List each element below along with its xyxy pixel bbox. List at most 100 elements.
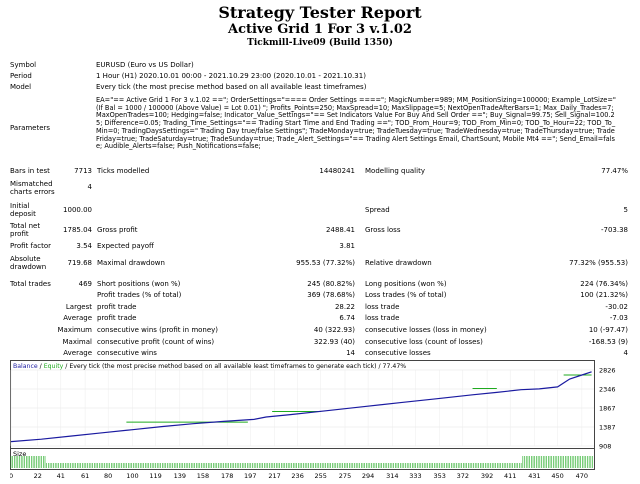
size-frame (10, 448, 595, 470)
x-tick-label: 392 (481, 472, 493, 480)
long-value: 224 (76.34%) (580, 280, 628, 288)
maximal-profit-value: 322.93 (40) (313, 338, 355, 346)
x-tick-label: 41 (57, 472, 65, 480)
bars-value: 7713 (74, 167, 92, 175)
losstrades-value: 100 (21.32%) (580, 291, 628, 299)
largest-loss-value: -30.02 (605, 303, 628, 311)
grossprofit-label: Gross profit (97, 226, 138, 234)
legend-description: / Every tick (the most precise method ba… (63, 363, 406, 370)
average-label: Average (63, 314, 92, 322)
avg-consec-wins-value: 14 (346, 349, 355, 357)
report-title: Strategy Tester Report (218, 3, 422, 22)
x-tick-label: 158 (197, 472, 209, 480)
deposit-label: Initial deposit (10, 202, 36, 218)
grossloss-label: Gross loss (365, 226, 401, 234)
spread-value: 5 (623, 206, 628, 214)
symbol-value: EURUSD (Euro vs US Dollar) (96, 61, 194, 69)
reldd-label: Relative drawdown (365, 259, 432, 267)
x-tick-label: 431 (528, 472, 540, 480)
average-loss-value: -7.03 (609, 314, 628, 322)
largest-profit-label: profit trade (97, 303, 137, 311)
size-label: Size (13, 450, 26, 458)
x-tick-label: 236 (291, 472, 303, 480)
legend-balance: Balance (13, 363, 38, 370)
quality-value: 77.47% (601, 167, 628, 175)
x-tick-label: 119 (149, 472, 161, 480)
long-label: Long positions (won %) (365, 280, 447, 288)
maximum-label: Maximum (57, 326, 93, 334)
spread-label: Spread (365, 206, 390, 214)
proftrades-value: 369 (78.68%) (307, 291, 355, 299)
average-profit-label: profit trade (97, 314, 137, 322)
maximal-loss-label: consecutive loss (count of losses) (365, 338, 483, 346)
chart-legend: Balance / Equity / Every tick (the most … (13, 363, 406, 370)
absdd-value: 719.68 (67, 259, 93, 267)
x-tick-label: 197 (244, 472, 256, 480)
reldd-value: 77.32% (955.53) (569, 259, 628, 267)
maximum-wins-label: consecutive wins (profit in money) (97, 326, 219, 334)
payoff-label: Expected payoff (97, 242, 154, 250)
maximal-label: Maximal (62, 338, 92, 346)
x-tick-label: 61 (81, 472, 89, 480)
maximum-wins-value: 40 (322.93) (313, 326, 355, 334)
pf-value: 3.54 (76, 242, 92, 250)
period-label: Period (10, 72, 32, 80)
payoff-value: 3.81 (339, 242, 355, 250)
x-tick-label: 450 (551, 472, 563, 480)
mismatch-value: 4 (87, 183, 92, 191)
y-tick-label: 1867 (599, 405, 616, 413)
quality-label: Modelling quality (365, 167, 425, 175)
balance-series-line (10, 371, 592, 443)
model-value: Every tick (the most precise method base… (96, 83, 367, 91)
bars-label: Bars in test (10, 167, 50, 175)
ticks-value: 14480241 (319, 167, 355, 175)
ticks-label: Ticks modelled (97, 167, 150, 175)
netprofit-label: Total net profit (10, 222, 41, 238)
trades-label: Total trades (10, 280, 51, 288)
largest-loss-label: loss trade (365, 303, 400, 311)
period-value: 1 Hour (H1) 2020.10.01 00:00 - 2021.10.2… (96, 72, 366, 80)
x-tick-label: 22 (34, 472, 42, 480)
y-tick-label: 2826 (599, 367, 616, 375)
maximal-loss-value: -168.53 (9) (588, 338, 628, 346)
x-tick-label: 411 (504, 472, 516, 480)
x-tick-label: 470 (576, 472, 588, 480)
x-tick-label: 372 (457, 472, 469, 480)
x-tick-label: 100 (126, 472, 138, 480)
balance-chart-svg: Balance / Equity / Every tick (the most … (9, 360, 630, 480)
largest-label: Largest (65, 303, 92, 311)
trades-value: 469 (78, 280, 92, 288)
x-tick-label: 314 (386, 472, 398, 480)
avg-consec-wins-label: consecutive wins (97, 349, 157, 357)
x-tick-label: 80 (104, 472, 112, 480)
pf-label: Profit factor (10, 242, 51, 250)
x-tick-label: 353 (434, 472, 446, 480)
y-tick-label: 1387 (599, 424, 616, 432)
deposit-value: 1000.00 (63, 206, 92, 214)
absdd-label: Absolute drawdown (10, 255, 47, 271)
grossloss-value: -703.38 (600, 226, 628, 234)
legend-equity: Equity (44, 363, 64, 370)
server-name: Tickmill-Live09 (Build 1350) (247, 38, 393, 48)
short-value: 245 (80.82%) (307, 280, 355, 288)
x-tick-label: 139 (174, 472, 186, 480)
plot-frame (10, 360, 595, 449)
x-tick-label: 0 (10, 472, 13, 480)
average-profit-value: 6.74 (339, 314, 355, 322)
balance-chart: Balance / Equity / Every tick (the most … (9, 360, 630, 480)
proftrades-label: Profit trades (% of total) (97, 291, 182, 299)
report-subtitle: Active Grid 1 For 3 v.1.02 (228, 22, 412, 37)
y-tick-label: 908 (599, 443, 611, 451)
x-tick-label: 333 (409, 472, 421, 480)
y-tick-label: 2346 (599, 386, 616, 394)
x-tick-label: 178 (221, 472, 233, 480)
mismatch-label: Mismatched charts errors (10, 180, 55, 196)
symbol-label: Symbol (10, 61, 37, 69)
avg-consec-losses-value: 4 (623, 349, 628, 357)
largest-profit-value: 28.22 (334, 303, 355, 311)
average-loss-label: loss trade (365, 314, 400, 322)
maximal-profit-label: consecutive profit (count of wins) (97, 338, 215, 346)
x-tick-label: 255 (315, 472, 327, 480)
avg-consec-losses-label: consecutive losses (365, 349, 431, 357)
short-label: Short positions (won %) (97, 280, 181, 288)
